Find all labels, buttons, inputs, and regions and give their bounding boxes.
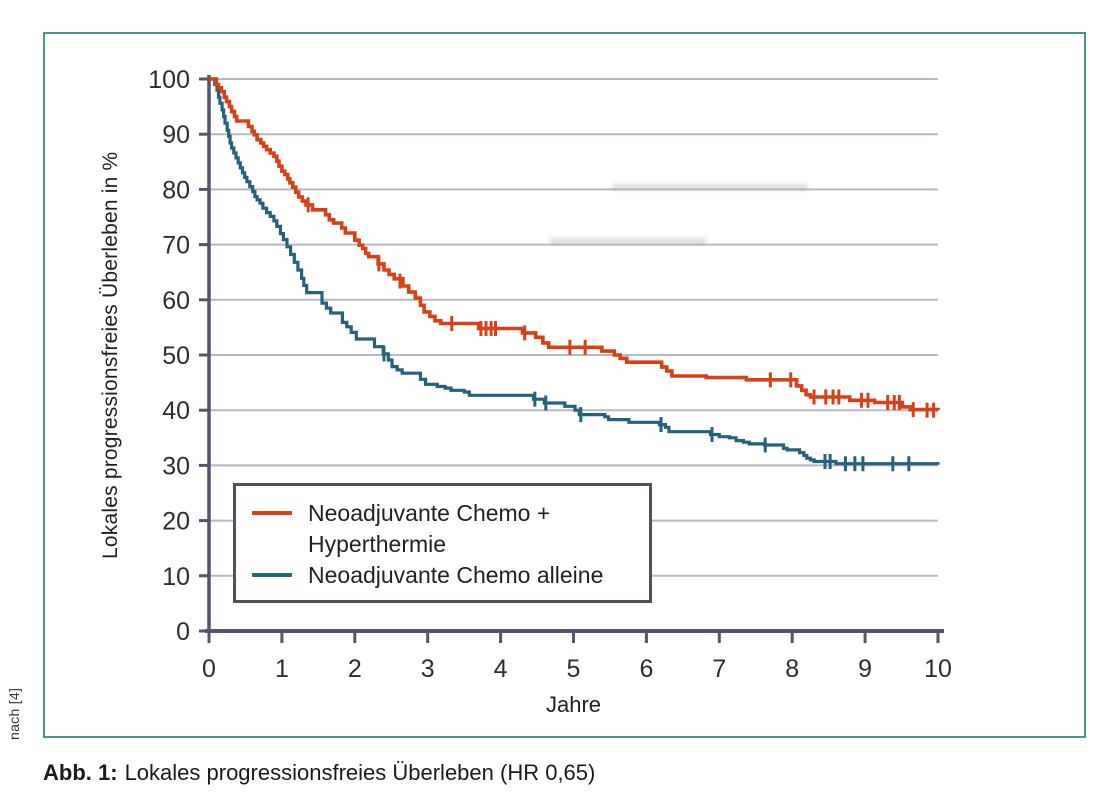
svg-text:60: 60 <box>162 287 190 315</box>
svg-text:3: 3 <box>421 655 435 683</box>
caption-prefix: Abb. 1: <box>43 760 118 785</box>
legend-entry-hyperthermie: Neoadjuvante Chemo + <box>252 498 639 529</box>
y-axis-title: Lokales progressionsfreies Überleben in … <box>99 151 122 559</box>
svg-text:4: 4 <box>494 655 508 683</box>
svg-text:80: 80 <box>162 176 190 204</box>
legend-entry-chemo-alleine: Neoadjuvante Chemo alleine <box>252 560 639 591</box>
svg-text:100: 100 <box>148 66 190 94</box>
svg-text:1: 1 <box>275 655 289 683</box>
legend-line-sample-red <box>252 511 292 515</box>
svg-text:0: 0 <box>202 655 216 683</box>
svg-text:90: 90 <box>162 121 190 149</box>
svg-text:40: 40 <box>162 397 190 425</box>
legend-label: Neoadjuvante Chemo alleine <box>308 561 604 588</box>
svg-text:30: 30 <box>162 452 190 480</box>
svg-text:70: 70 <box>162 232 190 260</box>
legend-label: Hyperthermie <box>308 530 447 557</box>
svg-text:2: 2 <box>348 655 362 683</box>
x-axis-title: Jahre <box>545 692 602 717</box>
svg-text:9: 9 <box>858 655 872 683</box>
svg-text:10: 10 <box>162 563 190 591</box>
figure-frame <box>43 32 1086 738</box>
legend-label: Neoadjuvante Chemo + <box>308 499 551 526</box>
svg-text:8: 8 <box>785 655 799 683</box>
source-note: nach [4] <box>6 687 22 740</box>
y-tick-labels: 0 10 20 30 40 50 60 70 80 90 100 <box>148 66 190 646</box>
svg-text:10: 10 <box>924 655 952 683</box>
caption-text: Lokales progressionsfreies Überleben (HR… <box>124 760 596 785</box>
print-artifact-smudge <box>612 184 808 190</box>
svg-text:50: 50 <box>162 342 190 370</box>
legend-marker-spacer <box>252 542 292 546</box>
svg-text:20: 20 <box>162 508 190 536</box>
svg-text:0: 0 <box>176 618 190 646</box>
series-1 <box>209 77 940 472</box>
legend: Neoadjuvante Chemo + Hyperthermie Neoadj… <box>233 483 652 603</box>
x-tick-labels: 0 1 2 3 4 5 6 7 8 9 10 <box>202 655 952 683</box>
legend-entry-hyperthermie-line2: Hyperthermie <box>252 529 639 560</box>
figure-caption: Abb. 1: Lokales progressionsfreies Überle… <box>43 760 595 786</box>
axes <box>199 75 944 643</box>
svg-text:6: 6 <box>639 655 653 683</box>
legend-line-sample-blue <box>252 573 292 577</box>
svg-text:7: 7 <box>712 655 726 683</box>
print-artifact-smudge <box>549 238 707 244</box>
svg-text:5: 5 <box>567 655 581 683</box>
series-0 <box>209 77 940 418</box>
